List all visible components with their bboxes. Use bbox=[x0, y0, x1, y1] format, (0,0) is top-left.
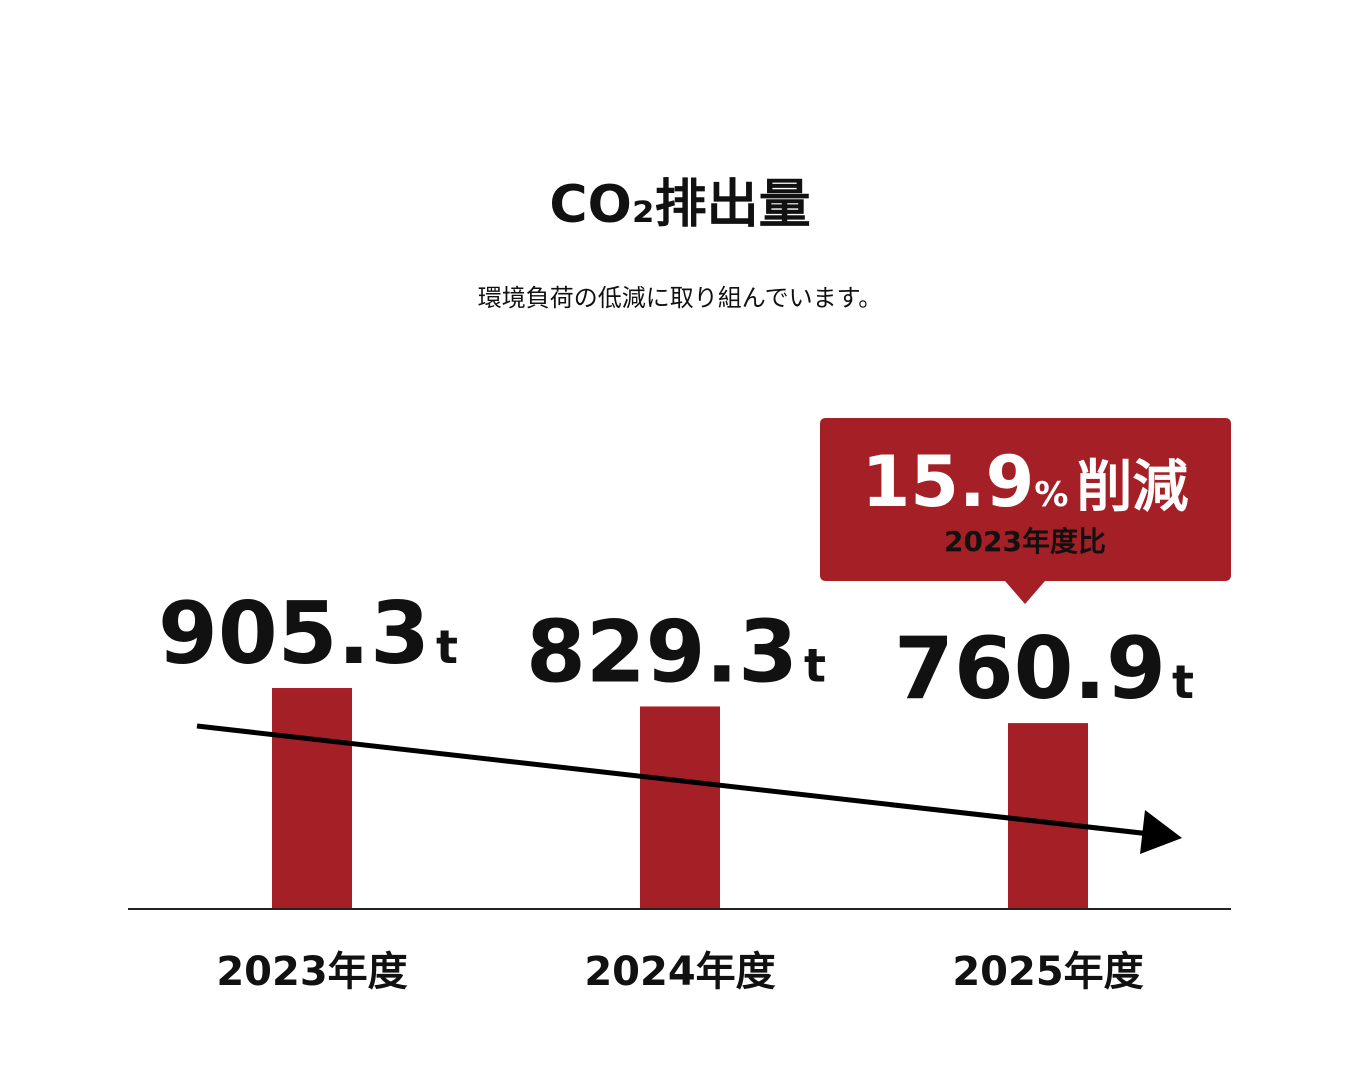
value-number: 905.3 bbox=[158, 584, 430, 684]
value-number: 829.3 bbox=[526, 602, 798, 702]
x-tick-label: 2025年度 bbox=[952, 949, 1143, 995]
value-label: 905.3 t bbox=[158, 584, 458, 684]
value-unit: t bbox=[436, 620, 458, 674]
value-number: 760.9 bbox=[894, 619, 1166, 719]
callout-value: 15.9 bbox=[862, 441, 1035, 523]
value-label: 829.3 t bbox=[526, 602, 826, 702]
arrow-head bbox=[1140, 810, 1182, 854]
bar bbox=[272, 688, 352, 908]
callout-note: 2023年度比 bbox=[944, 525, 1106, 558]
callout: 15.9% 削減 2023年度比 bbox=[820, 418, 1231, 604]
value-unit: t bbox=[804, 638, 826, 692]
value-label: 760.9 t bbox=[894, 619, 1194, 719]
chart-subtitle: 環境負荷の低減に取り組んでいます。 bbox=[478, 284, 882, 312]
value-unit: t bbox=[1172, 655, 1194, 709]
chart-title: CO₂排出量 bbox=[549, 175, 810, 235]
bar bbox=[640, 706, 720, 908]
callout-text: 削減 bbox=[1076, 455, 1188, 520]
callout-unit: % bbox=[1034, 475, 1068, 515]
trend-arrow bbox=[196, 723, 1182, 854]
callout-box bbox=[820, 418, 1231, 604]
x-tick-label: 2024年度 bbox=[584, 949, 775, 995]
callout-headline: 15.9% 削減 bbox=[862, 441, 1189, 523]
trend-line bbox=[196, 723, 1151, 837]
bar bbox=[1008, 723, 1088, 908]
x-tick-label: 2023年度 bbox=[216, 949, 407, 995]
